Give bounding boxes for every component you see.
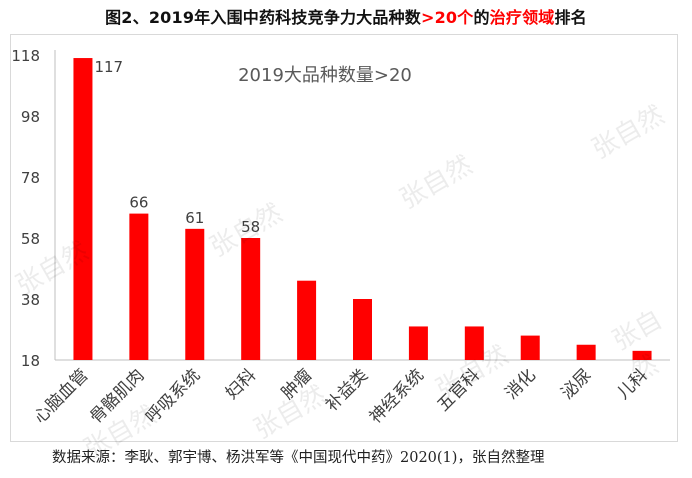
bar-9	[520, 335, 540, 360]
bar-5	[297, 280, 317, 360]
title-part-5: 排名	[554, 8, 587, 27]
category-label: 肿瘤	[278, 365, 316, 403]
y-tick-label: 38	[21, 291, 40, 309]
y-tick-label: 118	[11, 47, 40, 65]
category-label: 呼吸系统	[142, 365, 204, 427]
source-footnote: 数据来源：李耿、郭宇博、杨洪军等《中国现代中药》2020(1)，张自然整理	[52, 450, 545, 466]
bar-11	[632, 350, 652, 360]
chart-title: 2019大品种数量>20	[238, 65, 412, 86]
bar-3	[185, 228, 205, 360]
category-label: 补益类	[322, 365, 372, 415]
title-part-4: 治疗领域	[489, 8, 555, 27]
bar-1	[73, 58, 93, 361]
y-tick-label: 98	[21, 108, 40, 126]
bar-2	[129, 213, 149, 360]
bar-6	[353, 299, 372, 360]
category-label: 消化	[502, 365, 540, 403]
figure-title: 图2、2019年入围中药科技竞争力大品种数>20个的治疗领域排名	[0, 4, 692, 28]
title-part-1: 图2、2019年入围中药科技竞争力大品种数	[105, 8, 421, 27]
bar-10	[576, 344, 596, 360]
y-tick-label: 18	[21, 352, 40, 370]
category-label: 妇科	[222, 365, 260, 403]
category-label: 儿科	[613, 365, 651, 403]
data-label: 117	[94, 58, 123, 76]
category-label: 神经系统	[366, 365, 428, 427]
title-part-3: 的	[473, 8, 490, 27]
category-label: 心脑血管	[30, 365, 92, 427]
y-tick-label: 78	[21, 169, 40, 187]
data-label: 58	[241, 218, 260, 236]
chart-frame	[10, 34, 678, 442]
bar-4	[241, 238, 261, 360]
bar-8	[464, 326, 484, 360]
title-part-2: >20个	[420, 8, 474, 27]
category-label: 泌尿	[557, 365, 595, 403]
category-label: 骨骼肌肉	[86, 365, 148, 427]
bar-7	[408, 326, 428, 360]
data-label: 61	[185, 209, 204, 227]
y-tick-label: 58	[21, 230, 40, 248]
data-label: 66	[129, 194, 148, 212]
category-label: 五官科	[434, 365, 484, 415]
